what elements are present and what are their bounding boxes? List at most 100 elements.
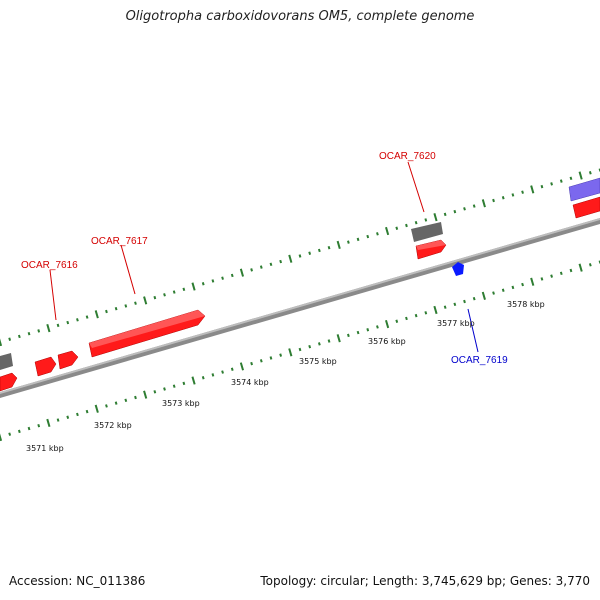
minor-tick (347, 333, 350, 338)
minor-tick (85, 315, 89, 319)
minor-tick (317, 342, 321, 346)
scale-label: 3575 kbp (299, 357, 337, 366)
minor-tick (414, 220, 418, 225)
minor-tick (424, 218, 428, 222)
major-tick (578, 171, 583, 180)
major-tick (530, 277, 535, 286)
major-tick (143, 390, 148, 399)
gene-feature[interactable] (34, 356, 57, 377)
scale-label: 3572 kbp (94, 421, 132, 430)
minor-tick (56, 323, 60, 328)
scale-label: 3578 kbp (507, 300, 545, 309)
minor-tick (569, 176, 573, 181)
minor-tick (511, 285, 515, 290)
minor-tick (559, 179, 563, 183)
minor-tick (201, 282, 205, 286)
minor-tick (153, 390, 157, 394)
gene-feature[interactable] (572, 196, 600, 219)
gene-feature[interactable] (57, 350, 79, 370)
minor-tick (8, 432, 12, 436)
scale-label: 3577 kbp (437, 319, 475, 328)
minor-tick (327, 339, 331, 343)
minor-tick (66, 415, 70, 419)
minor-tick (66, 320, 70, 325)
major-tick (288, 254, 293, 263)
major-tick (46, 418, 51, 428)
minor-tick (37, 423, 41, 428)
minor-tick (182, 287, 186, 292)
minor-tick (269, 356, 273, 360)
minor-tick (211, 373, 215, 377)
gene-feature[interactable] (0, 372, 18, 392)
minor-tick (134, 301, 137, 305)
minor-tick (17, 334, 21, 339)
minor-tick (395, 319, 399, 323)
minor-tick (327, 245, 331, 250)
major-tick (94, 404, 99, 413)
minor-tick (259, 359, 263, 363)
minor-tick (492, 291, 495, 295)
scale-label: 3573 kbp (162, 399, 200, 408)
minor-tick (453, 209, 457, 214)
minor-tick (182, 381, 186, 386)
forward-genes (0, 196, 600, 392)
minor-tick (250, 268, 253, 272)
minor-tick (259, 265, 263, 269)
minor-tick (124, 304, 128, 308)
minor-tick (230, 367, 234, 371)
minor-tick (463, 299, 466, 304)
major-tick (46, 324, 51, 333)
major-tick (336, 334, 341, 343)
major-tick (336, 240, 341, 250)
minor-tick (405, 316, 408, 321)
accession-text: Accession: NC_011386 (9, 574, 146, 588)
minor-tick (308, 251, 312, 255)
major-tick (530, 185, 535, 194)
minor-tick (521, 282, 524, 287)
rna-feature[interactable] (568, 177, 600, 202)
minor-tick (153, 295, 157, 300)
minor-tick (453, 302, 457, 307)
minor-tick (8, 337, 12, 341)
major-tick (191, 282, 196, 291)
minor-tick (172, 290, 176, 294)
major-tick (239, 362, 245, 371)
gene-ocar-7620[interactable] (411, 222, 443, 242)
minor-tick (395, 226, 399, 230)
minor-tick (550, 182, 553, 186)
minor-tick (17, 429, 21, 434)
major-tick (143, 296, 148, 305)
minor-tick (540, 184, 544, 189)
label-ocar-7616: OCAR_7616 (21, 260, 78, 271)
minor-tick (221, 276, 224, 280)
gray-feature[interactable] (0, 353, 13, 370)
minor-tick (376, 325, 379, 329)
minor-tick (366, 234, 370, 239)
scale-label: 3576 kbp (368, 337, 406, 346)
minor-tick (317, 248, 321, 253)
label-leaders (49, 161, 479, 353)
minor-tick (463, 207, 466, 211)
major-tick (433, 213, 438, 222)
minor-tick (163, 293, 166, 297)
minor-tick (124, 398, 128, 403)
minor-tick (250, 361, 253, 366)
genome-summary-text: Topology: circular; Length: 3,745,629 bp… (260, 574, 590, 588)
major-tick (481, 291, 486, 300)
major-tick (385, 319, 390, 329)
minor-tick (492, 198, 495, 203)
minor-tick (298, 347, 302, 352)
minor-tick (134, 395, 137, 400)
minor-tick (366, 328, 370, 332)
minor-tick (163, 387, 166, 391)
minor-tick (76, 412, 79, 417)
minor-tick (501, 288, 505, 292)
other-features (0, 222, 443, 370)
minor-tick (424, 311, 428, 315)
major-tick (239, 268, 244, 277)
label-ocar-7619: OCAR_7619 (451, 355, 508, 366)
major-tick (433, 305, 438, 315)
label-ocar-7617: OCAR_7617 (91, 236, 148, 247)
gene-ocar-7619[interactable] (452, 262, 464, 276)
